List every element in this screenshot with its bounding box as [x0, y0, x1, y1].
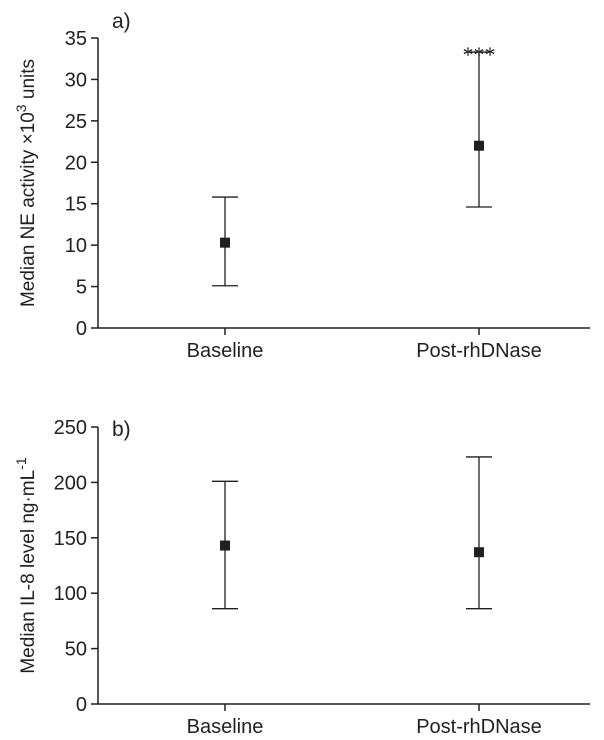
x-tick-label: Post-rhDNase [416, 340, 542, 362]
data-point [474, 547, 484, 558]
y-tick-label: 200 [54, 472, 87, 494]
data-point [474, 140, 484, 151]
panel-label: b) [112, 418, 131, 441]
y-tick-label: 35 [65, 28, 87, 50]
y-tick-label: 0 [76, 694, 87, 716]
x-tick-label: Baseline [187, 716, 264, 738]
y-axis-label: Median NE activity ×103 units [13, 59, 39, 307]
y-tick-label: 100 [54, 583, 87, 605]
y-tick-label: 0 [76, 318, 87, 340]
y-tick-label: 25 [65, 111, 87, 133]
y-tick-label: 5 [76, 277, 87, 299]
y-axis-label: Median IL-8 level ng·mL-1 [13, 457, 39, 673]
y-tick-label: 20 [65, 152, 87, 174]
y-tick-label: 50 [65, 639, 87, 661]
significance-label: *** [463, 42, 496, 67]
panel-label: a) [112, 10, 131, 33]
y-tick-label: 250 [54, 417, 87, 439]
chart-panel-a: 0 5 10 15 20 25 30 35 Baseline Post-rhDNase *** a) M… [13, 10, 590, 362]
y-tick-label: 30 [65, 69, 87, 91]
y-tick-label: 15 [65, 194, 87, 216]
data-point [220, 237, 230, 248]
x-tick-label: Post-rhDNase [416, 716, 542, 738]
y-tick-label: 10 [65, 235, 87, 257]
x-tick-label: Baseline [187, 340, 264, 362]
data-point [220, 540, 230, 551]
y-tick-label: 150 [54, 528, 87, 550]
chart-panel-b: 0 50 100 150 200 250 Baseline Post-rhDNase b) Med… [13, 417, 590, 738]
